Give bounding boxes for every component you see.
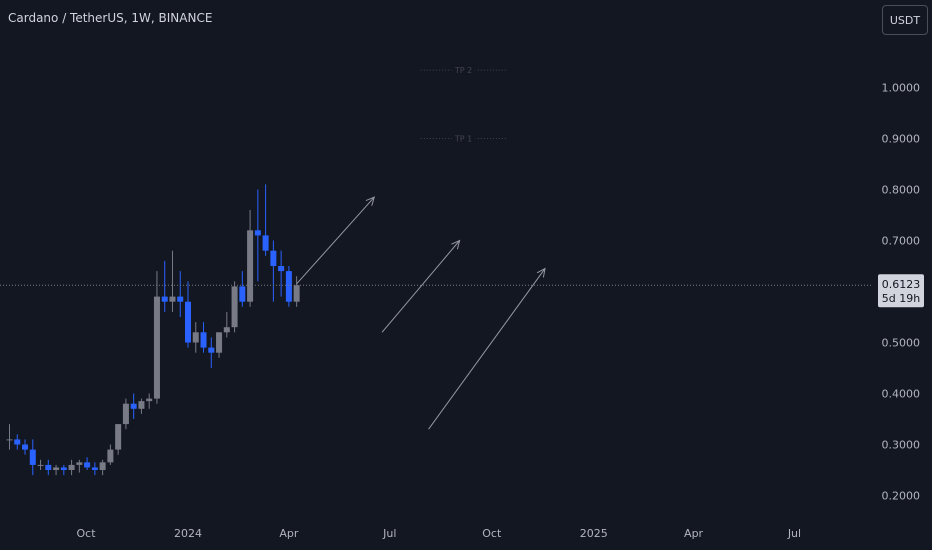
candle-body — [130, 403, 137, 409]
candle-body — [29, 449, 36, 465]
trend-arrow-head — [365, 196, 376, 206]
trend-arrow — [381, 240, 461, 333]
x-axis-tick-label: Jul — [382, 527, 396, 540]
candle-body — [45, 464, 52, 470]
candle-body — [169, 296, 176, 302]
chart-title: Cardano / TetherUS, 1W, BINANCE — [8, 11, 213, 25]
candle-body — [14, 439, 21, 445]
y-axis-tick-label: 0.5000 — [882, 337, 921, 350]
trend-arrow-head — [451, 239, 461, 250]
trend-arrow-head — [536, 267, 546, 278]
candle-body — [161, 296, 168, 302]
trend-arrow — [428, 268, 546, 430]
candle-body — [138, 401, 145, 409]
candle-body — [37, 464, 44, 466]
candle-body — [278, 266, 285, 272]
candle-body — [146, 398, 153, 402]
x-axis-tick-label: Apr — [279, 527, 299, 540]
last-price-tag — [878, 274, 924, 308]
candle-body — [223, 327, 230, 333]
target-level-label-bg — [451, 133, 476, 143]
candle-body — [115, 424, 122, 450]
y-axis-tick-label: 0.8000 — [882, 184, 921, 197]
candle-body — [239, 286, 246, 302]
candle-body — [231, 286, 238, 328]
x-axis-tick-label: Apr — [684, 527, 704, 540]
candle-body — [293, 285, 300, 302]
y-axis-tick-label: 0.4000 — [882, 388, 921, 401]
candle-body — [122, 403, 129, 425]
candle-body — [91, 467, 98, 470]
candle-body — [76, 462, 83, 465]
target-level-label: TP 1 — [454, 135, 472, 144]
y-axis-tick-label: 1.0000 — [882, 82, 921, 95]
candle-body — [60, 467, 67, 470]
candle-body — [177, 296, 184, 302]
y-axis-tick-label: 0.2000 — [882, 490, 921, 503]
candle-body — [285, 271, 292, 302]
candle-body — [6, 439, 13, 441]
candle-body — [216, 332, 223, 353]
x-axis-tick-label: Oct — [482, 527, 502, 540]
last-price-value: 0.6123 — [882, 278, 921, 291]
candle-body — [153, 296, 160, 399]
candle-body — [53, 467, 60, 470]
x-axis-tick-label: Jul — [787, 527, 801, 540]
currency-button[interactable]: USDT — [882, 5, 928, 35]
trend-arrow — [296, 196, 375, 285]
y-axis-tick-label: 0.9000 — [882, 133, 921, 146]
candle-body — [208, 347, 215, 353]
target-level-label-bg — [451, 65, 476, 75]
candle-body — [192, 332, 199, 343]
candle-body — [22, 444, 29, 450]
candle-body — [99, 462, 106, 470]
candle-body — [270, 250, 277, 266]
candle-body — [262, 235, 269, 251]
y-axis-tick-label: 0.7000 — [882, 235, 921, 248]
x-axis-tick-label: 2025 — [580, 527, 608, 540]
bar-close-countdown: 5d 19h — [882, 292, 920, 305]
target-level-label: TP 2 — [454, 66, 472, 75]
x-axis-tick-label: 2024 — [174, 527, 202, 540]
candle-body — [185, 301, 191, 343]
candle-body — [68, 464, 75, 470]
candle-body — [254, 230, 261, 236]
x-axis-tick-label: Oct — [76, 527, 96, 540]
candle-body — [107, 449, 114, 463]
candle-body — [247, 230, 254, 302]
candle-body — [200, 332, 207, 348]
candle-body — [84, 462, 91, 468]
y-axis-tick-label: 0.3000 — [882, 439, 921, 452]
